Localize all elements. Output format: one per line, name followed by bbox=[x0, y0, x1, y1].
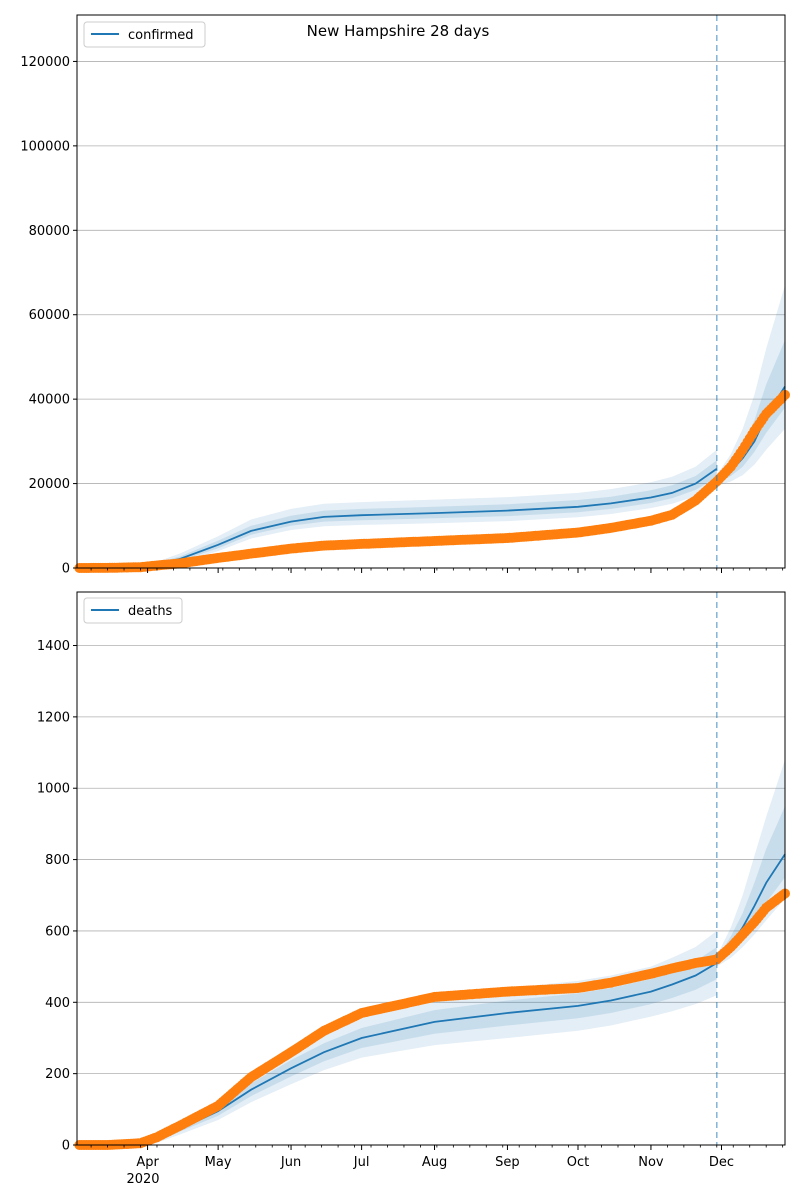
chart-title: New Hampshire 28 days bbox=[307, 22, 490, 40]
x-tick-label: Sep bbox=[495, 1155, 520, 1170]
y-tick-label: 80000 bbox=[29, 224, 70, 239]
x-tick-label: Apr bbox=[136, 1155, 159, 1170]
y-tick-label: 100000 bbox=[20, 139, 70, 154]
deaths-axes-frame bbox=[76, 591, 786, 1146]
x-tick-label: May bbox=[205, 1155, 232, 1170]
confirmed-markers bbox=[74, 389, 790, 573]
confirmed-grid bbox=[77, 61, 785, 484]
y-tick-label: 0 bbox=[62, 1139, 70, 1154]
forecast-band bbox=[716, 759, 785, 967]
confirmed-xticks bbox=[90, 568, 784, 573]
x-axis-year-label: 2020 bbox=[126, 1172, 159, 1187]
y-tick-label: 400 bbox=[45, 996, 70, 1011]
confirmed-legend: confirmed bbox=[83, 21, 206, 48]
x-tick-label: Nov bbox=[638, 1155, 664, 1170]
x-tick-label: Jun bbox=[280, 1155, 301, 1170]
y-tick-label: 20000 bbox=[29, 477, 70, 492]
y-tick-label: 60000 bbox=[29, 308, 70, 323]
confirmed-legend-label: confirmed bbox=[128, 28, 194, 43]
y-tick-label: 200 bbox=[45, 1067, 70, 1082]
confirmed-panel: 0 20000 40000 60000 80000 100000 120000 New Ha… bbox=[20, 14, 790, 577]
x-tick-label: Dec bbox=[709, 1155, 734, 1170]
deaths-panel: 0 200 400 600 800 1000 1200 1400 Apr May Jun Jul Au… bbox=[37, 591, 790, 1187]
forecast-band bbox=[716, 806, 785, 964]
y-tick-label: 1400 bbox=[37, 639, 70, 654]
deaths-legend-box bbox=[83, 597, 183, 624]
forecast-band bbox=[716, 285, 785, 486]
confirmed-yticks: 0 20000 40000 60000 80000 100000 120000 bbox=[20, 55, 77, 577]
x-tick-label: Jul bbox=[353, 1155, 370, 1170]
uncertainty-band bbox=[77, 449, 717, 568]
y-tick-label: 0 bbox=[62, 562, 70, 577]
deaths-xticks: Apr May Jun Jul Aug Sep Oct Nov Dec bbox=[90, 1145, 784, 1170]
deaths-markers bbox=[74, 888, 790, 1150]
confirmed-axes-frame bbox=[76, 14, 786, 569]
confirmed-bands bbox=[77, 285, 785, 568]
deaths-legend: deaths bbox=[83, 597, 183, 624]
y-tick-label: 600 bbox=[45, 924, 70, 939]
y-tick-label: 40000 bbox=[29, 393, 70, 408]
deaths-yticks: 0 200 400 600 800 1000 1200 1400 bbox=[37, 639, 77, 1154]
deaths-bands bbox=[77, 759, 785, 1145]
y-tick-label: 1200 bbox=[37, 710, 70, 725]
deaths-legend-label: deaths bbox=[128, 604, 173, 619]
y-tick-label: 120000 bbox=[20, 55, 70, 70]
y-tick-label: 800 bbox=[45, 853, 70, 868]
x-tick-label: Aug bbox=[422, 1155, 447, 1170]
x-tick-label: Oct bbox=[567, 1155, 589, 1170]
y-tick-label: 1000 bbox=[37, 782, 70, 797]
confirmed-legend-box bbox=[83, 21, 206, 48]
